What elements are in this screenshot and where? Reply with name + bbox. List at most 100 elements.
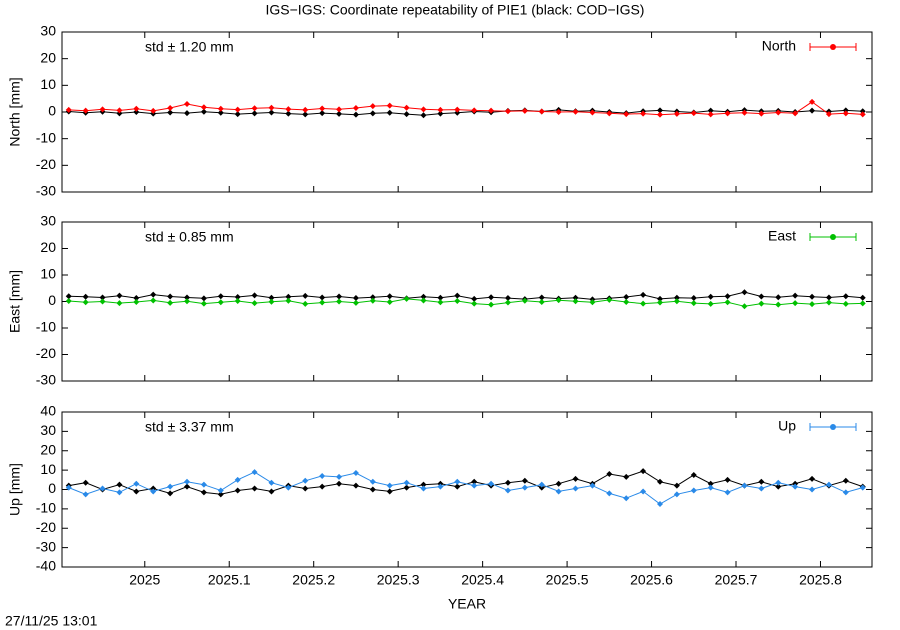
data-point <box>167 293 174 300</box>
data-point <box>690 487 697 494</box>
data-point <box>859 108 866 115</box>
data-point <box>420 297 427 304</box>
data-point <box>809 98 816 105</box>
data-point <box>234 111 241 118</box>
data-point <box>521 477 528 484</box>
data-point <box>775 479 782 486</box>
data-point <box>167 483 174 490</box>
annotation: std ± 3.37 mm <box>145 419 234 435</box>
data-point <box>336 293 343 300</box>
legend-label: North <box>762 38 796 54</box>
data-point <box>82 299 89 306</box>
data-point <box>538 481 545 488</box>
data-point <box>656 299 663 306</box>
data-point <box>454 483 461 490</box>
data-point <box>538 299 545 306</box>
data-point <box>82 107 89 114</box>
data-point <box>437 110 444 117</box>
data-point <box>420 106 427 113</box>
data-point <box>99 294 106 301</box>
data-point <box>504 487 511 494</box>
y-tick-label: -30 <box>36 372 56 388</box>
data-point <box>488 301 495 308</box>
series-line <box>68 298 863 307</box>
data-point <box>150 291 157 298</box>
data-point <box>589 109 596 116</box>
data-point <box>741 289 748 296</box>
data-point <box>488 480 495 487</box>
data-point <box>454 106 461 113</box>
data-point <box>724 299 731 306</box>
y-tick-label: -20 <box>36 156 56 172</box>
data-point <box>690 300 697 307</box>
x-tick-label: 2025.7 <box>715 572 758 588</box>
y-tick-label: 30 <box>40 23 56 39</box>
y-tick-label: -40 <box>36 558 56 574</box>
data-point <box>623 293 630 300</box>
data-point <box>640 488 647 495</box>
data-point <box>285 293 292 300</box>
data-point <box>352 470 359 477</box>
data-point <box>133 299 140 306</box>
data-point <box>572 298 579 305</box>
data-point <box>133 480 140 487</box>
data-point <box>319 294 326 301</box>
data-point <box>268 294 275 301</box>
data-point <box>420 481 427 488</box>
data-point <box>471 478 478 485</box>
data-point <box>504 295 511 302</box>
data-point <box>437 106 444 113</box>
data-point <box>184 298 191 305</box>
plot-frame <box>61 411 873 568</box>
x-tick-label: 2025.4 <box>461 572 504 588</box>
data-point <box>690 110 697 117</box>
data-point <box>386 293 393 300</box>
data-point <box>572 108 579 115</box>
data-point <box>673 298 680 305</box>
legend-marker <box>830 424 836 430</box>
data-point <box>775 301 782 308</box>
data-point <box>471 300 478 307</box>
y-tick-label: 0 <box>48 103 56 119</box>
data-point <box>504 479 511 486</box>
data-point <box>859 300 866 307</box>
data-point <box>200 489 207 496</box>
data-point <box>319 299 326 306</box>
data-point <box>319 483 326 490</box>
data-point <box>150 107 157 114</box>
data-point <box>285 297 292 304</box>
data-point <box>184 478 191 485</box>
data-point <box>65 106 72 113</box>
data-point <box>336 106 343 113</box>
y-tick-label: 20 <box>40 49 56 65</box>
data-point <box>437 299 444 306</box>
data-point <box>268 109 275 116</box>
y-tick-label: -10 <box>36 500 56 516</box>
data-point <box>302 300 309 307</box>
data-point <box>504 299 511 306</box>
data-point <box>82 491 89 498</box>
data-point <box>65 297 72 304</box>
data-point <box>184 294 191 301</box>
chart-title: IGS−IGS: Coordinate repeatability of PIE… <box>266 2 645 18</box>
y-tick-label: -10 <box>36 319 56 335</box>
data-point <box>809 475 816 482</box>
data-point <box>673 482 680 489</box>
data-point <box>623 111 630 118</box>
data-point <box>420 485 427 492</box>
data-point <box>488 294 495 301</box>
data-point <box>167 105 174 111</box>
data-point <box>217 293 224 300</box>
data-point <box>336 298 343 305</box>
x-tick-label: 2025.3 <box>377 572 420 588</box>
data-point <box>724 489 731 496</box>
data-point <box>116 300 123 307</box>
data-point <box>234 293 241 300</box>
x-tick-label: 2025.2 <box>292 572 335 588</box>
data-point <box>200 300 207 307</box>
data-point <box>606 490 613 497</box>
data-point <box>386 488 393 495</box>
x-tick-label: 2025.5 <box>546 572 589 588</box>
data-point <box>758 110 765 117</box>
data-point <box>200 481 207 488</box>
